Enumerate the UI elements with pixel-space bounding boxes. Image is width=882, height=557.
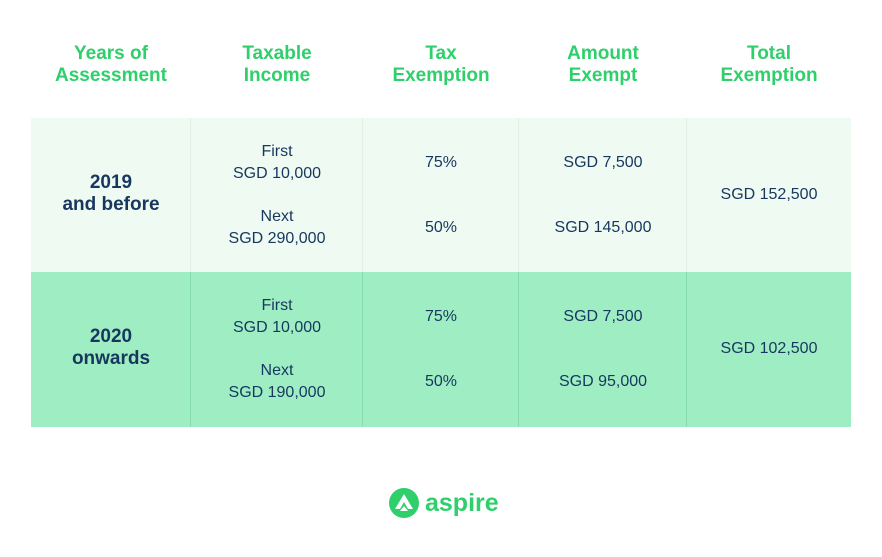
aspire-logo-text: aspire: [425, 489, 499, 517]
amount-exempt: SGD 145,000: [554, 219, 652, 236]
column-divider: [518, 118, 519, 272]
tax-exemption-rate: 50%: [424, 219, 458, 236]
taxable-income-next: Next SGD 290,000: [228, 208, 326, 247]
column-divider: [518, 272, 519, 427]
header-years-of-assessment: Years of Assessment: [55, 43, 167, 86]
amount-exempt: SGD 7,500: [563, 308, 643, 325]
amount-exempt: SGD 95,000: [558, 373, 648, 390]
header-tax-exemption: Tax Exemption: [392, 43, 490, 86]
taxable-income-first: First SGD 10,000: [232, 297, 322, 336]
tax-exemption-rate: 75%: [424, 308, 458, 325]
column-divider: [362, 118, 363, 272]
tax-exemption-rate: 50%: [424, 373, 458, 390]
header-total-exemption: Total Exemption: [720, 43, 818, 86]
taxable-income-next: Next SGD 190,000: [228, 362, 326, 401]
column-divider: [190, 272, 191, 427]
year-of-assessment: 2020 onwards: [71, 326, 151, 369]
header-taxable-income: Taxable Income: [242, 43, 312, 86]
column-divider: [686, 272, 687, 427]
table-row: 2020 onwards First SGD 10,000 Next SGD 1…: [31, 272, 851, 427]
column-divider: [686, 118, 687, 272]
table-header: Years of Assessment Taxable Income Tax E…: [31, 0, 851, 118]
year-of-assessment: 2019 and before: [62, 172, 160, 215]
tax-exemption-rate: 75%: [424, 154, 458, 171]
aspire-logo-icon: [389, 488, 419, 518]
taxable-income-first: First SGD 10,000: [232, 143, 322, 182]
aspire-logo: aspire: [389, 485, 499, 521]
total-exemption: SGD 102,500: [720, 340, 818, 357]
table-row: 2019 and before First SGD 10,000 Next SG…: [31, 118, 851, 272]
header-amount-exempt: Amount Exempt: [567, 43, 639, 86]
column-divider: [190, 118, 191, 272]
total-exemption: SGD 152,500: [720, 186, 818, 203]
column-divider: [362, 272, 363, 427]
amount-exempt: SGD 7,500: [563, 154, 643, 171]
